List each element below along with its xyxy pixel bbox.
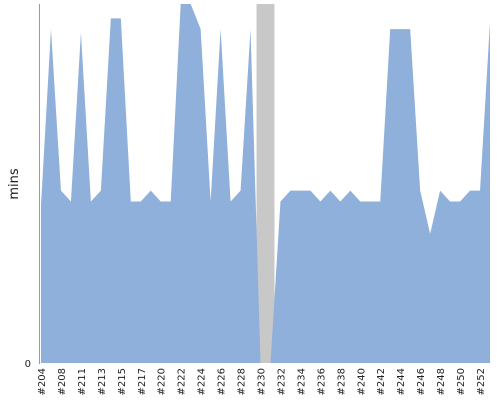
data-point: [339, 200, 342, 203]
data-point: [159, 200, 162, 203]
data-point: [79, 31, 82, 34]
data-point: [149, 189, 152, 192]
data-point: [239, 189, 242, 192]
x-tick-label: #213: [97, 368, 108, 395]
x-tick-label: #204: [37, 368, 48, 395]
data-point: [209, 200, 212, 203]
data-point: [429, 232, 432, 235]
data-point: [99, 189, 102, 192]
data-point: [329, 189, 332, 192]
data-point: [309, 189, 312, 192]
data-point: [89, 200, 92, 203]
data-point: [139, 200, 142, 203]
data-point: [349, 189, 352, 192]
x-tick-label: #248: [436, 368, 447, 395]
data-point: [59, 189, 62, 192]
data-point: [69, 200, 72, 203]
x-tick-label: #238: [336, 368, 347, 395]
data-point: [319, 200, 322, 203]
x-tick-label: #250: [456, 368, 467, 395]
x-axis-ticks: #204 #208 #211 #213 #215 #217 #220 #222 #224 #226…: [37, 368, 487, 395]
x-tick-label: #232: [276, 368, 287, 395]
data-point: [489, 20, 492, 23]
x-tick-label: #215: [117, 368, 128, 395]
data-point: [179, 3, 182, 6]
data-point: [249, 28, 252, 31]
x-tick-label: #252: [476, 368, 487, 395]
data-point: [459, 200, 462, 203]
data-point: [189, 3, 192, 6]
data-point: [469, 189, 472, 192]
x-tick-label: #226: [217, 368, 228, 395]
data-point: [479, 189, 482, 192]
x-tick-label: #228: [237, 368, 248, 395]
data-point: [229, 200, 232, 203]
data-point: [49, 28, 52, 31]
data-point: [109, 17, 112, 20]
data-point: [399, 28, 402, 31]
data-point: [289, 189, 292, 192]
data-point: [259, 362, 262, 365]
data-point: [409, 28, 412, 31]
data-point: [379, 200, 382, 203]
x-tick-label: #208: [57, 368, 68, 395]
data-point: [269, 362, 272, 365]
data-point: [449, 200, 452, 203]
data-point: [119, 17, 122, 20]
data-point: [129, 200, 132, 203]
zero-gap-band: [256, 4, 275, 363]
plot-area: [41, 3, 492, 365]
data-point: [359, 200, 362, 203]
x-tick-label: #224: [197, 368, 208, 395]
x-tick-label: #246: [416, 368, 427, 395]
x-tick-label: #217: [137, 368, 148, 395]
y-axis-title: mins: [7, 168, 22, 200]
y-tick-label: 0: [25, 359, 31, 370]
data-point: [279, 200, 282, 203]
data-point: [219, 28, 222, 31]
data-point: [439, 189, 442, 192]
x-tick-label: #234: [296, 368, 307, 395]
series-area: [41, 4, 490, 363]
data-point: [169, 200, 172, 203]
x-tick-label: #222: [177, 368, 188, 395]
x-tick-label: #230: [257, 368, 268, 395]
x-tick-label: #244: [396, 368, 407, 395]
data-point: [419, 189, 422, 192]
data-point: [389, 28, 392, 31]
x-tick-label: #240: [356, 368, 367, 395]
data-point: [299, 189, 302, 192]
x-tick-label: #242: [376, 368, 387, 395]
data-point: [369, 200, 372, 203]
x-tick-label: #220: [157, 368, 168, 395]
x-tick-label: #236: [316, 368, 327, 395]
x-tick-label: #211: [77, 368, 88, 395]
data-point: [199, 28, 202, 31]
